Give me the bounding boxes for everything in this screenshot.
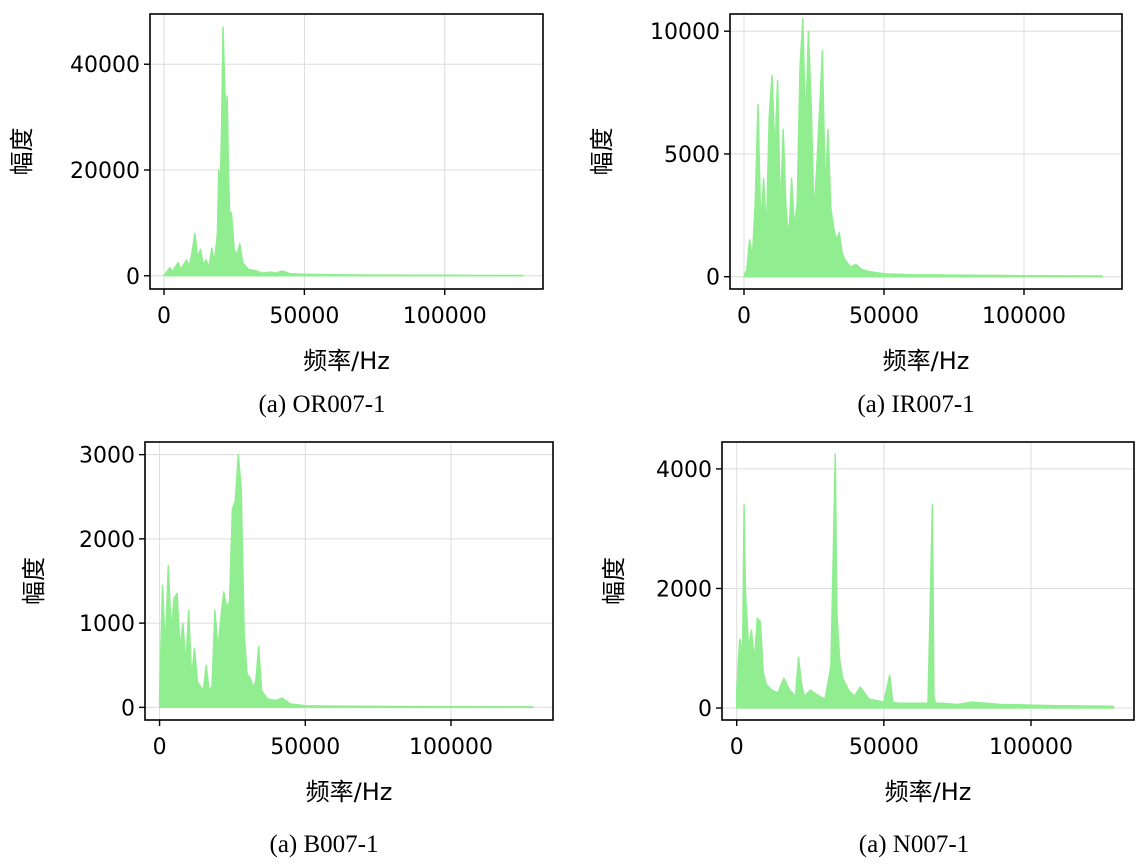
x-tick-label: 0 <box>157 304 171 329</box>
x-tick-label: 100000 <box>409 735 493 760</box>
x-axis-label: 频率/Hz <box>885 778 972 806</box>
panel-caption: (a) IR007-1 <box>857 391 974 418</box>
x-tick-label: 50000 <box>270 735 340 760</box>
x-tick-label: 50000 <box>849 735 919 760</box>
x-tick-label: 50000 <box>849 304 919 329</box>
panel-caption: (a) OR007-1 <box>258 391 385 418</box>
y-tick-label: 4000 <box>656 458 712 483</box>
x-tick-label: 100000 <box>989 735 1073 760</box>
y-tick-label: 10000 <box>650 20 720 45</box>
y-axis-label: 幅度 <box>588 128 616 176</box>
chart-panel-2: 0 50000 100000 0 5000 10000 频率/Hz 幅度 (a) IR007-1 <box>588 13 1123 418</box>
x-tick-label: 100000 <box>403 304 487 329</box>
x-axis-label: 频率/Hz <box>306 778 393 806</box>
y-tick-label: 5000 <box>664 143 720 168</box>
x-tick-label: 100000 <box>982 304 1066 329</box>
axes-frame <box>144 441 554 721</box>
chart-panel-3: 0 50000 100000 0 1000 2000 3000 频率/Hz 幅度 (a) B007… <box>20 441 554 858</box>
x-tick-label: 0 <box>737 304 751 329</box>
y-tick-label: 2000 <box>656 577 712 602</box>
x-tick-label: 0 <box>153 735 167 760</box>
spectrum-series <box>743 18 1104 278</box>
chart-panel-4: 0 50000 100000 0 2000 4000 频率/Hz 幅度 (a) N007-1 <box>600 441 1135 858</box>
x-tick-label: 0 <box>730 735 744 760</box>
spectrum-series <box>163 26 525 277</box>
x-axis-label: 频率/Hz <box>303 347 390 375</box>
x-tick-label: 50000 <box>269 304 339 329</box>
y-axis-label: 幅度 <box>8 128 36 176</box>
spectrum-series <box>158 453 534 709</box>
axes-frame <box>729 13 1123 290</box>
chart-panel-1: 0 50000 100000 0 20000 40000 频率/Hz 幅度 (a) OR007-… <box>8 13 544 418</box>
axes-frame <box>149 13 544 290</box>
y-tick-label: 3000 <box>79 444 135 469</box>
y-tick-label: 1000 <box>79 612 135 637</box>
spectrum-series <box>735 453 1115 709</box>
y-tick-label: 0 <box>698 697 712 722</box>
panel-caption: (a) B007-1 <box>270 831 379 858</box>
axes-frame <box>721 441 1135 721</box>
y-tick-label: 20000 <box>70 159 140 184</box>
y-tick-label: 0 <box>706 266 720 291</box>
y-tick-label: 40000 <box>70 53 140 78</box>
y-tick-label: 2000 <box>79 528 135 553</box>
y-tick-label: 0 <box>126 265 140 290</box>
panel-caption: (a) N007-1 <box>859 831 969 858</box>
y-axis-label: 幅度 <box>20 557 48 605</box>
x-axis-label: 频率/Hz <box>883 347 970 375</box>
y-tick-label: 0 <box>121 696 135 721</box>
y-axis-label: 幅度 <box>600 557 628 605</box>
